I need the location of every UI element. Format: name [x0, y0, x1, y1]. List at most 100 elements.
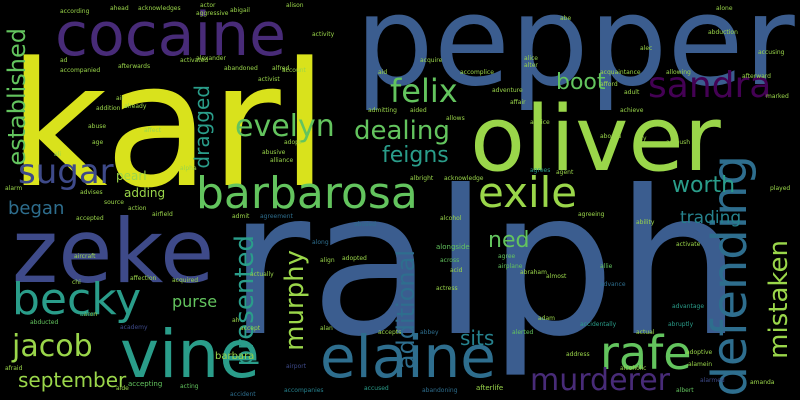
word-presented: presented: [230, 235, 260, 367]
word-afraid: afraid: [5, 365, 23, 372]
word-aid: aid: [378, 69, 388, 76]
word-almost: almost: [546, 273, 567, 280]
word-abraham: abraham: [520, 269, 547, 276]
word-accepting: accepting: [128, 380, 163, 388]
word-accompanied: accompanied: [60, 67, 101, 74]
word-adam: adam: [538, 315, 556, 322]
word-action: action: [128, 205, 147, 212]
word-acknowledges: acknowledges: [138, 5, 181, 12]
word-alongside: alongside: [436, 243, 470, 251]
word-alexander: alexander: [196, 55, 226, 62]
word-dragged: dragged: [190, 85, 214, 169]
word-accomplice: accomplice: [460, 69, 494, 76]
word-felix: felix: [390, 72, 458, 110]
word-began: began: [8, 198, 65, 219]
word-pearl: pearl: [116, 169, 147, 183]
word-afford: afford: [600, 81, 618, 88]
word-according: according: [60, 8, 90, 15]
word-airfield: airfield: [152, 211, 173, 218]
word-trading: trading: [680, 208, 742, 228]
word-abduction: abduction: [708, 29, 738, 36]
word-admitting: admitting: [368, 107, 397, 114]
word-affect: affect: [144, 127, 162, 134]
word-acid: acid: [450, 267, 463, 274]
word-sandra: sandra: [648, 65, 772, 106]
word-activity: activity: [312, 31, 335, 38]
word-chi: chi: [72, 279, 81, 286]
word-accused: accused: [364, 385, 389, 392]
word-ned: ned: [488, 228, 530, 253]
word-actress: actress: [436, 285, 458, 292]
word-activate: activate: [676, 241, 701, 248]
word-barbara: barbara: [215, 351, 255, 362]
word-becky: becky: [12, 274, 142, 325]
word-aide: aide: [116, 385, 129, 392]
word-ad: ad: [60, 57, 68, 64]
word-agrees: agrees: [530, 167, 551, 174]
word-marked: marked: [766, 93, 789, 100]
word-ralph: ralph: [228, 148, 743, 381]
word-advises: advises: [80, 189, 103, 196]
word-accident: accident: [230, 391, 256, 398]
word-abe: abe: [560, 15, 572, 22]
word-afterlife: afterlife: [476, 384, 504, 392]
word-acquired: acquired: [172, 277, 199, 284]
word-murderer: murderer: [530, 363, 671, 398]
word-airplane: airplane: [498, 263, 523, 270]
word-adding: adding: [124, 186, 166, 200]
word-advice: advice: [530, 119, 550, 126]
word-accepts: accepts: [378, 329, 402, 336]
word-ambush: ambush: [666, 139, 691, 146]
word-rafe: rafe: [600, 326, 692, 380]
word-worth: worth: [672, 173, 736, 198]
word-alien: alien: [80, 311, 95, 318]
word-aboard: aboard: [600, 133, 622, 140]
word-allie: allie: [600, 263, 613, 270]
word-alarmed: alarmed: [700, 377, 725, 384]
word-alcoholic: alcoholic: [620, 365, 647, 372]
word-ally: ally: [636, 135, 647, 142]
word-sits: sits: [460, 326, 495, 350]
word-advantage: advantage: [672, 303, 705, 310]
word-address: address: [566, 351, 590, 358]
word-acquaintance: acquaintance: [600, 69, 641, 76]
word-albert: albert: [676, 387, 694, 394]
word-alec: alec: [640, 45, 653, 52]
word-barbarosa: barbarosa: [196, 168, 418, 219]
word-airport: airport: [286, 363, 307, 370]
word-alone: alone: [716, 5, 733, 12]
word-acquire: acquire: [420, 57, 443, 64]
word-alarm: alarm: [5, 185, 23, 192]
word-alan: alan: [320, 325, 333, 332]
word-aggressive: aggressive: [196, 10, 229, 17]
word-afterward: afterward: [742, 73, 771, 80]
word-ah: ah: [232, 317, 240, 324]
word-jacob: jacob: [12, 329, 93, 364]
word-account: account: [282, 67, 306, 74]
word-feigns: feigns: [382, 143, 449, 168]
word-cocaine: cocaine: [55, 0, 287, 70]
word-ahead: ahead: [110, 5, 129, 12]
word-boot: boot: [556, 70, 606, 95]
word-alison: alison: [286, 2, 304, 9]
word-agree: agree: [498, 253, 516, 260]
word-activist: activist: [258, 76, 280, 83]
word-adult: adult: [624, 89, 640, 96]
word-ability: ability: [636, 219, 655, 226]
word-actor: actor: [200, 2, 216, 9]
word-pepper: pepper: [355, 0, 795, 114]
word-across: across: [440, 257, 460, 264]
word-alliance: alliance: [270, 157, 294, 164]
word-align: align: [320, 257, 335, 264]
word-abducted: abducted: [30, 319, 59, 326]
word-abandoned: abandoned: [224, 65, 258, 72]
word-actually: actually: [250, 271, 274, 278]
word-abuse: abuse: [88, 123, 107, 130]
word-acknowledge: acknowledge: [444, 175, 484, 182]
word-karl: karl: [8, 25, 329, 226]
word-aircraft: aircraft: [74, 253, 96, 260]
word-age: age: [92, 139, 104, 146]
word-admit: admit: [232, 213, 250, 220]
word-alerted: alerted: [512, 329, 534, 336]
word-abbey: abbey: [420, 329, 439, 336]
